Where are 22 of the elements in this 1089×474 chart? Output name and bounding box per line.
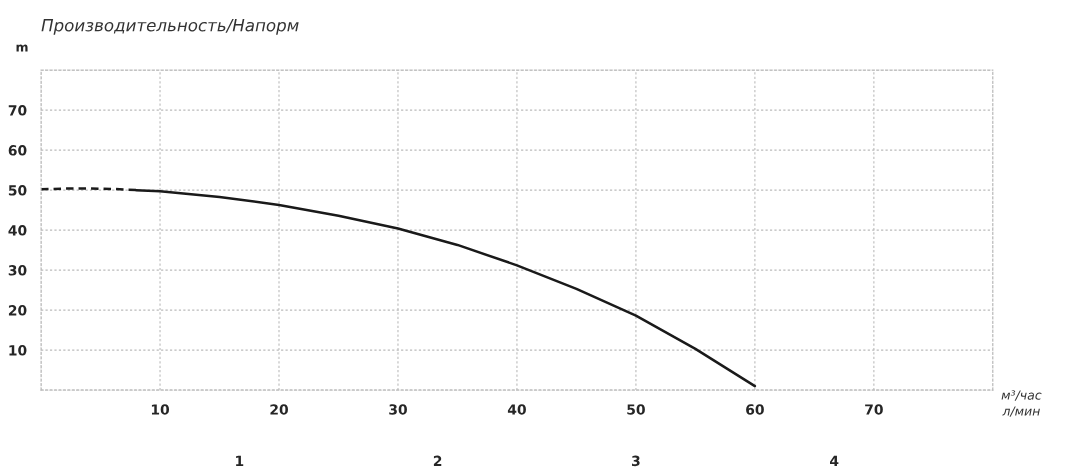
x2-tick-label: 1 [236,455,244,466]
x-tick-label: 20 [270,404,288,415]
x2-axis-title: м³/час [1001,390,1042,401]
x2-tick-label: 2 [433,455,442,466]
y-tick-label: 70 [8,105,27,116]
y-tick-label: 50 [8,185,27,196]
y-tick-label: 10 [9,345,27,356]
x-tick-label: 30 [389,404,407,415]
x-tick-label: 50 [627,404,645,415]
y-tick-label: 40 [8,225,27,236]
x-axis-title: л/мин [1002,406,1040,417]
y-tick-label: 30 [8,265,27,276]
chart-title: Производительность/Напорм [41,19,299,35]
x2-tick-label: 3 [632,455,640,467]
x-tick-label: 60 [746,404,764,415]
x-tick-label: 40 [507,404,526,415]
y-axis-title: m [16,44,28,52]
y-tick-label: 20 [8,305,27,316]
x2-tick-label: 4 [830,455,839,466]
y-tick-label: 60 [8,145,27,156]
x-tick-label: 70 [865,404,883,415]
x-tick-label: 10 [151,404,170,415]
